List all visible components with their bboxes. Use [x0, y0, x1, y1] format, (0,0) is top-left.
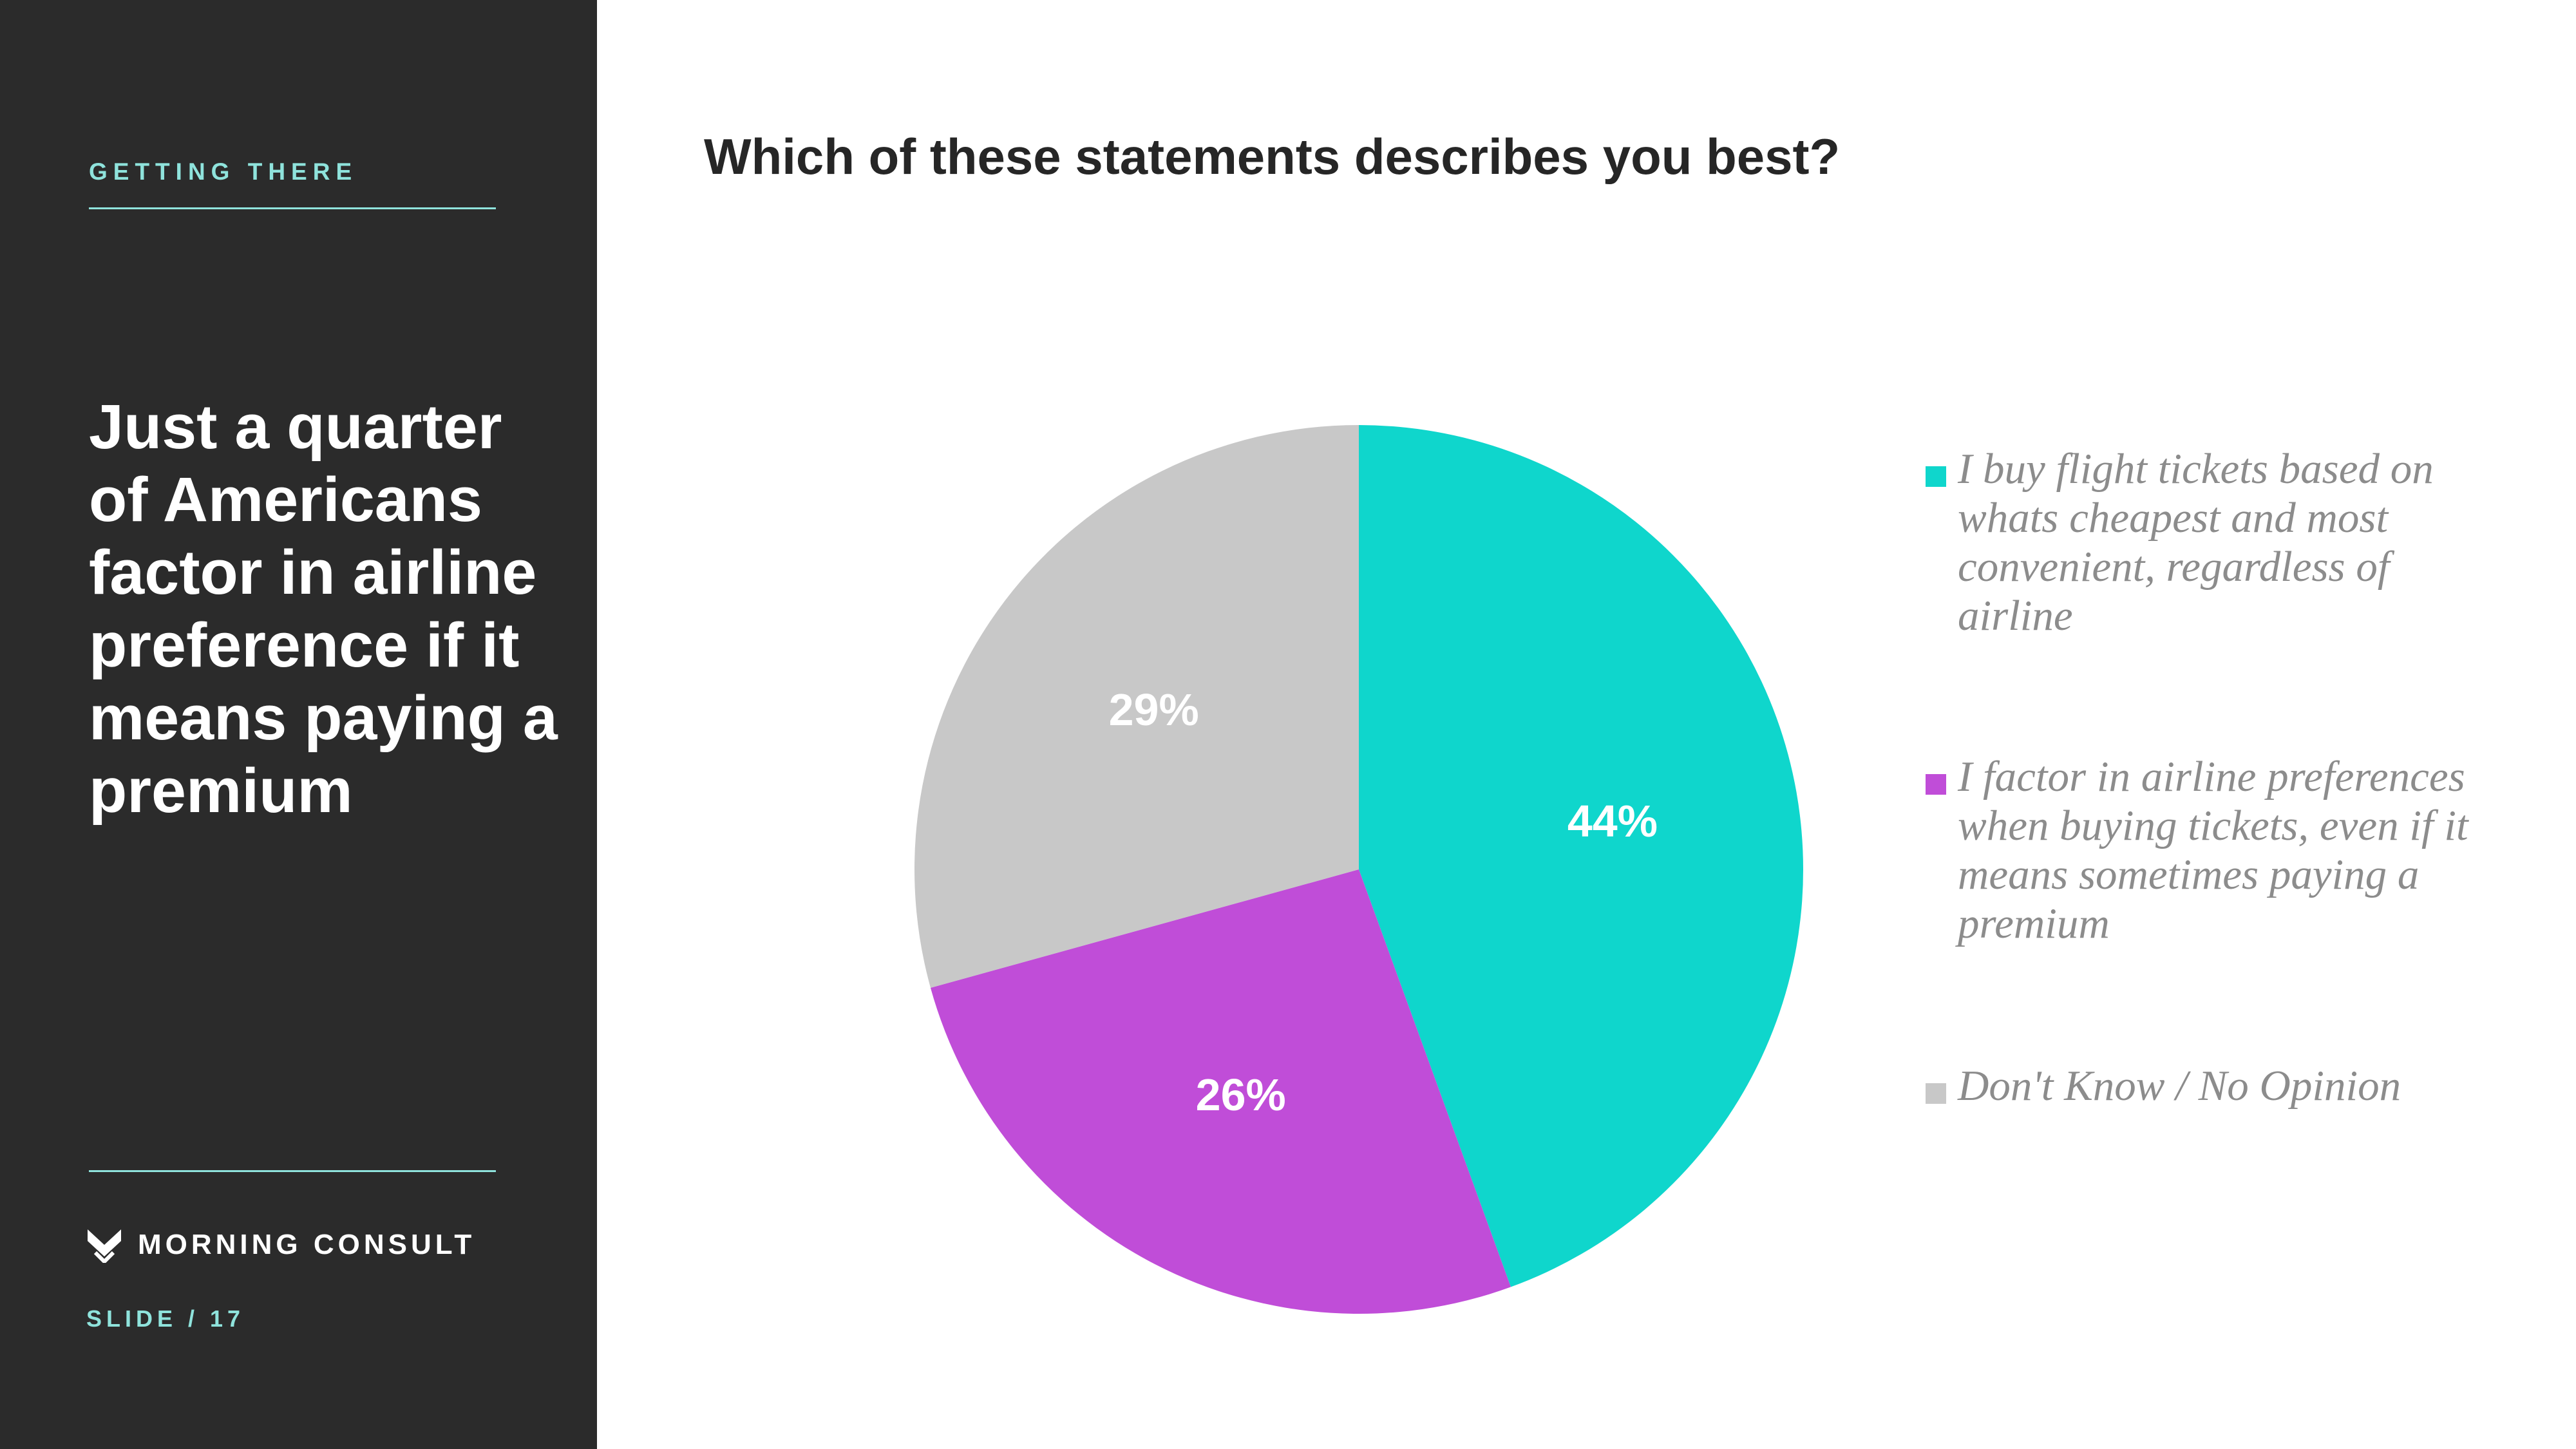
brand: MORNING CONSULT [86, 1227, 475, 1263]
pie-slice-3 [914, 425, 1359, 988]
morning-consult-logo-icon [88, 1229, 121, 1263]
slide-headline: Just a quarter of Americans factor in ai… [89, 392, 558, 826]
legend-swatch-2 [1926, 774, 1946, 795]
legend-label-2: I factor in airline preferences when buy… [1958, 753, 2468, 947]
legend-label-1: I buy flight tickets based on whats chea… [1958, 445, 2434, 639]
slide-number: SLIDE / 17 [86, 1305, 245, 1332]
legend-label-3: Don't Know / No Opinion [1958, 1062, 2401, 1110]
legend-swatch-3 [1926, 1083, 1946, 1104]
top-divider [89, 207, 496, 209]
bottom-divider [89, 1170, 496, 1172]
pie-slice-1 [1359, 425, 1803, 1287]
chart-title: Which of these statements describes you … [704, 128, 1841, 185]
slice-label-2: 26% [1196, 1070, 1286, 1120]
legend-item-2: I factor in airline preferences when buy… [1926, 752, 2544, 948]
pie-slice-2 [930, 869, 1511, 1314]
slice-label-1: 44% [1567, 796, 1658, 846]
pie-chart: 44% 26% 29% [914, 425, 1803, 1314]
section-label: GETTING THERE [89, 158, 358, 185]
brand-name: MORNING CONSULT [138, 1229, 476, 1260]
legend-swatch-1 [1926, 466, 1946, 487]
sidebar: GETTING THERE Just a quarter of American… [0, 0, 597, 1449]
legend-item-1: I buy flight tickets based on whats chea… [1926, 444, 2544, 640]
legend-item-3: Don't Know / No Opinion [1926, 1061, 2544, 1110]
slice-label-3: 29% [1109, 685, 1199, 735]
